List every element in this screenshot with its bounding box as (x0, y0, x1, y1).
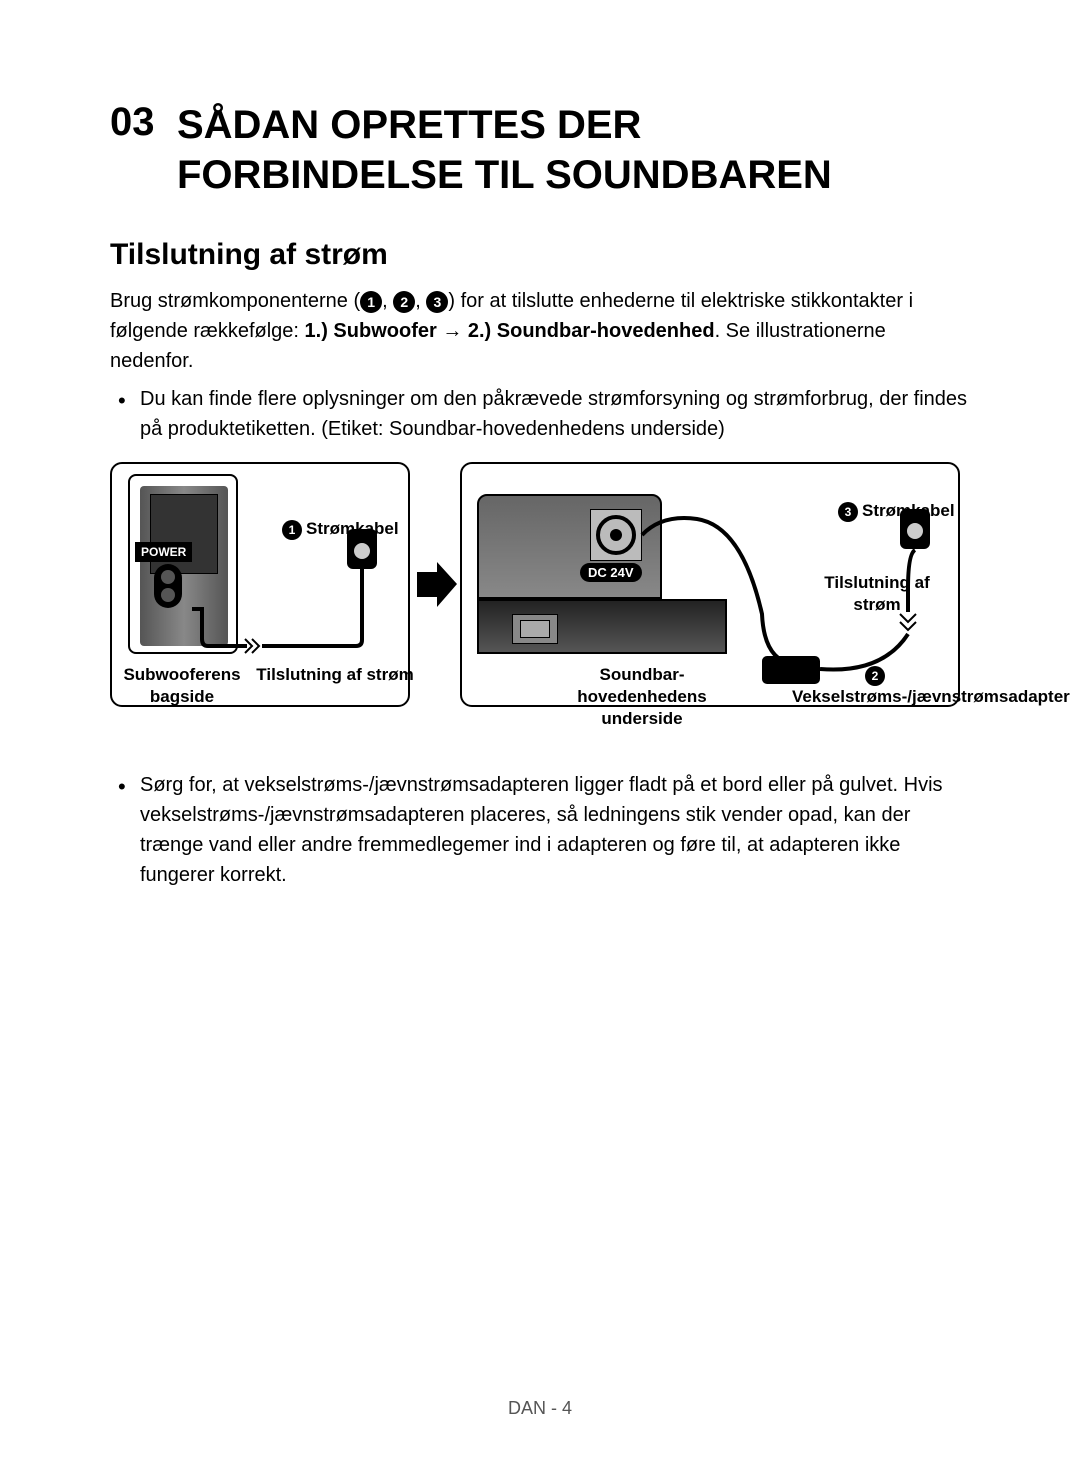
label-1-text: Strømkabel (306, 519, 399, 538)
circled-2-small-icon: 2 (865, 666, 885, 686)
dc-label: DC 24V (580, 563, 642, 582)
circled-3-icon: 3 (426, 291, 448, 313)
label-1: 1Strømkabel (282, 518, 399, 540)
section-title: SÅDAN OPRETTES DER FORBINDELSE TIL SOUND… (177, 100, 937, 200)
diagram-area: POWER 1Strømkabel DC 24V 3Strømkabel Ti (110, 462, 970, 742)
arrow-right-icon (417, 562, 457, 607)
bullet-item: Du kan finde flere oplysninger om den på… (140, 384, 970, 444)
label-2-text: Vekselstrøms-/jævnstrømsadapter (792, 687, 1070, 706)
intro-mid1: , (382, 290, 393, 312)
bullet-list-2: Sørg for, at vekselstrøms-/jævnstrømsada… (110, 770, 970, 890)
label-3: 3Strømkabel (838, 500, 955, 522)
label-soundbar-bottom: Soundbar-hovedenhedens underside (572, 664, 712, 730)
page-footer: DAN - 4 (0, 1398, 1080, 1419)
bullet-item: Sørg for, at vekselstrøms-/jævnstrømsada… (140, 770, 970, 890)
subwoofer-port-icon (154, 564, 182, 608)
circled-1-icon: 1 (360, 291, 382, 313)
power-label: POWER (135, 542, 192, 562)
subwoofer-icon (128, 474, 238, 654)
intro-paragraph: Brug strømkomponenterne (1, 2, 3) for at… (110, 286, 970, 376)
subsection-title: Tilslutning af strøm (110, 238, 970, 272)
circled-1-small-icon: 1 (282, 520, 302, 540)
soundbar-notch2-icon (520, 620, 550, 638)
intro-mid2: , (415, 290, 426, 312)
right-panel: DC 24V 3Strømkabel Tilslutning af strøm … (460, 462, 960, 707)
bullet-list-1: Du kan finde flere oplysninger om den på… (110, 384, 970, 444)
label-sub-back: Subwooferens bagside (122, 664, 242, 708)
circled-2-icon: 2 (393, 291, 415, 313)
section-header: 03 SÅDAN OPRETTES DER FORBINDELSE TIL SO… (110, 100, 970, 200)
label-power-conn2: Tilslutning af strøm (812, 572, 942, 616)
label-power-conn: Tilslutning af strøm (255, 664, 415, 686)
intro-prefix: Brug strømkomponenterne ( (110, 290, 360, 312)
dc-port-icon (590, 509, 642, 561)
section-number: 03 (110, 100, 155, 145)
circled-3-small-icon: 3 (838, 502, 858, 522)
label-2: 2Vekselstrøms-/jævnstrømsadapter (792, 664, 962, 708)
intro-bold: 1.) Subwoofer → 2.) Soundbar-hovedenhed (305, 320, 715, 342)
label-3-text: Strømkabel (862, 501, 955, 520)
